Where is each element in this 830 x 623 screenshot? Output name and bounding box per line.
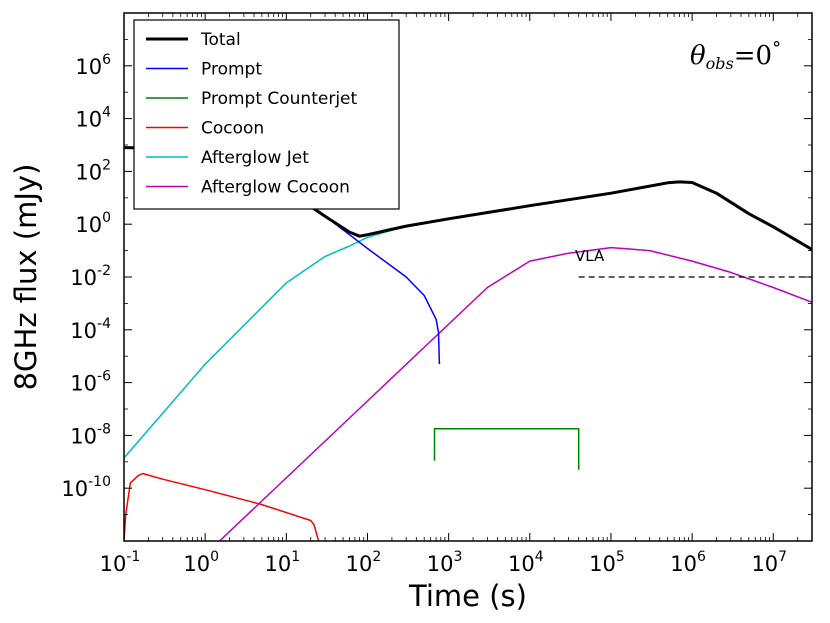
legend-label-prompt-counterjet: Prompt Counterjet <box>201 89 358 109</box>
y-tick-exponent: 4 <box>102 105 111 121</box>
legend-label-afterglow-cocoon: Afterglow Cocoon <box>201 178 350 198</box>
x-tick-base: 10 <box>100 552 127 576</box>
y-tick-label: 10-2 <box>70 263 111 290</box>
x-tick-label: 105 <box>589 549 625 576</box>
legend-label-cocoon: Cocoon <box>201 119 264 139</box>
legend-box <box>133 19 400 210</box>
x-tick-label: 103 <box>427 549 463 576</box>
y-tick-base: 10 <box>70 266 97 290</box>
y-tick-exponent: -10 <box>88 474 111 490</box>
y-tick-label: 10-6 <box>70 369 111 396</box>
x-tick-exponent: 4 <box>535 549 544 565</box>
x-tick-base: 10 <box>670 552 697 576</box>
y-tick-base: 10 <box>75 213 102 237</box>
theta-equals: =0 <box>734 41 772 71</box>
legend-label-total: Total <box>200 30 241 50</box>
x-tick-base: 10 <box>751 552 778 576</box>
x-tick-label: 107 <box>751 549 787 576</box>
series-cocoon <box>124 472 320 541</box>
y-axis-title: 8GHz flux (mJy) <box>9 164 43 391</box>
legend: Total Prompt Prompt Counterjet Cocoon Afterg… <box>133 19 400 210</box>
y-tick-exponent: 2 <box>102 157 111 173</box>
y-tick-exponent: 6 <box>102 52 111 68</box>
theta-subscript: obs <box>706 54 734 73</box>
y-tick-label: 104 <box>75 105 111 132</box>
y-tick-exponent: 0 <box>102 210 111 226</box>
y-tick-base: 10 <box>70 372 97 396</box>
x-tick-label: 104 <box>508 549 544 576</box>
y-tick-base: 10 <box>61 477 88 501</box>
series-prompt-counterjet <box>433 427 580 470</box>
y-tick-label: 106 <box>75 52 111 79</box>
x-tick-label: 10-1 <box>100 549 141 576</box>
legend-label-prompt: Prompt <box>201 60 262 80</box>
x-axis-title: Time (s) <box>408 579 527 613</box>
x-tick-label: 106 <box>670 549 706 576</box>
x-tick-exponent: -1 <box>126 549 140 565</box>
x-tick-exponent: 2 <box>372 549 381 565</box>
x-tick-exponent: 5 <box>616 549 625 565</box>
y-tick-base: 10 <box>75 108 102 132</box>
vla-label: VLA <box>575 247 605 265</box>
y-tick-label: 102 <box>75 157 111 184</box>
x-tick-exponent: 6 <box>697 549 706 565</box>
y-tick-exponent: -6 <box>97 369 111 385</box>
y-tick-base: 10 <box>70 319 97 343</box>
x-tick-exponent: 1 <box>291 549 300 565</box>
y-tick-base: 10 <box>75 55 102 79</box>
y-tick-base: 10 <box>70 424 97 448</box>
x-tick-base: 10 <box>508 552 535 576</box>
plot-frame <box>123 12 813 542</box>
x-tick-label: 101 <box>264 549 300 576</box>
x-tick-exponent: 3 <box>454 549 463 565</box>
y-tick-base: 10 <box>75 160 102 184</box>
theta-symbol: θ <box>690 41 706 71</box>
y-tick-exponent: -2 <box>97 263 111 279</box>
theta-degree: ° <box>772 38 781 59</box>
y-tick-exponent: -8 <box>97 421 111 437</box>
legend-label-afterglow-jet: Afterglow Jet <box>201 148 309 168</box>
x-tick-label: 100 <box>183 549 219 576</box>
x-tick-base: 10 <box>346 552 373 576</box>
y-tick-exponent: -4 <box>97 316 111 332</box>
x-tick-base: 10 <box>427 552 454 576</box>
x-tick-exponent: 7 <box>778 549 787 565</box>
x-tick-exponent: 0 <box>210 549 219 565</box>
x-tick-base: 10 <box>264 552 291 576</box>
theta-obs-annotation: θobs=0° <box>690 38 781 73</box>
y-tick-label: 10-10 <box>61 474 111 501</box>
x-tick-base: 10 <box>183 552 210 576</box>
y-tick-label: 10-4 <box>70 316 111 343</box>
series-afterglow-cocoon <box>218 246 812 541</box>
x-tick-label: 102 <box>346 549 382 576</box>
y-tick-label: 10-8 <box>70 421 111 448</box>
y-tick-label: 100 <box>75 210 111 237</box>
x-tick-base: 10 <box>589 552 616 576</box>
